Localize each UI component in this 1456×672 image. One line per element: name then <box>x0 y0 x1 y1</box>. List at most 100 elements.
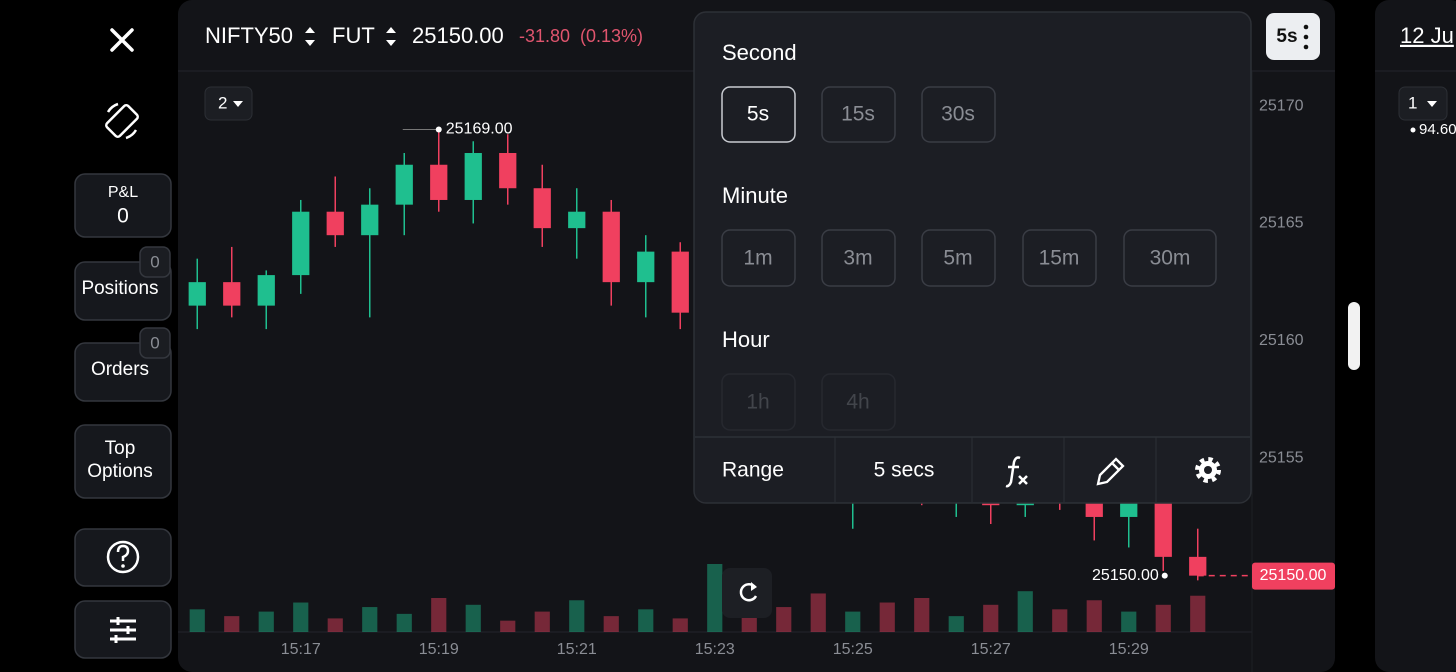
candle-body <box>533 188 551 229</box>
volume-bar <box>431 598 447 632</box>
option-label: 1h <box>746 391 769 414</box>
drawing-button[interactable] <box>1096 457 1125 486</box>
candle-body <box>395 164 413 205</box>
y-tick-label: 25170 <box>1259 97 1304 114</box>
volume-bar <box>845 611 861 632</box>
section-title: Minute <box>722 183 788 208</box>
close-button[interactable] <box>110 28 134 52</box>
volume-bar <box>224 616 240 632</box>
option-3m[interactable]: 3m <box>821 229 896 287</box>
candle-body <box>1085 500 1103 517</box>
volume-bar <box>465 604 481 632</box>
candle-body <box>568 211 586 229</box>
price-change: -31.80 <box>519 26 570 46</box>
indicators-button[interactable] <box>1005 456 1028 488</box>
option-label: 3m <box>843 247 872 270</box>
option-4h[interactable]: 4h <box>821 373 896 431</box>
option-5s[interactable]: 5s <box>721 86 796 143</box>
volume-bar <box>534 611 550 632</box>
volume-bar <box>948 616 964 632</box>
settings-button[interactable] <box>1195 457 1221 483</box>
interval-label: 5s <box>1276 26 1297 47</box>
volume-bar <box>1121 611 1137 632</box>
symbol: NIFTY50 <box>205 23 293 48</box>
candle-body <box>464 153 482 200</box>
volume-bar <box>879 602 895 632</box>
volume-bar <box>327 618 343 632</box>
orders-button[interactable]: Orders 0 <box>74 327 172 402</box>
volume-bar <box>1155 604 1171 632</box>
volume-bar <box>1017 591 1033 632</box>
scroll-handle[interactable] <box>1348 302 1360 370</box>
orders-label: Orders <box>91 359 149 380</box>
volume-bar <box>983 604 999 632</box>
range-value[interactable]: 5 secs <box>874 459 935 482</box>
option-label: 15m <box>1039 247 1080 270</box>
orders-count: 0 <box>150 333 159 352</box>
layout-selector[interactable]: 2 <box>204 86 253 121</box>
volume-bar <box>638 609 654 632</box>
x-tick-label: 15:29 <box>1109 641 1149 658</box>
pnl-label: P&L <box>108 184 138 201</box>
last-price: 25150.00 <box>412 23 504 48</box>
pnl-value: 0 <box>117 205 129 228</box>
option-label: 5m <box>943 247 972 270</box>
option-15s[interactable]: 15s <box>821 86 896 143</box>
candle-body <box>1189 556 1207 576</box>
top-options-label: Options <box>87 461 152 482</box>
volume-bar <box>362 607 378 632</box>
candle-body <box>223 282 241 306</box>
x-tick-label: 15:25 <box>833 641 873 658</box>
candle-body <box>499 153 517 189</box>
volume-bar <box>1086 600 1102 632</box>
candle-body <box>292 211 310 276</box>
volume-bar <box>396 613 412 632</box>
x-tick-label: 15:27 <box>971 641 1011 658</box>
volume-bar <box>776 607 792 632</box>
option-1h[interactable]: 1h <box>721 373 796 431</box>
volume-bar <box>914 598 930 632</box>
x-tick-label: 15:23 <box>695 641 735 658</box>
candle-body <box>671 251 689 313</box>
right-date: 12 Ju <box>1400 23 1454 48</box>
top-options-button[interactable]: Top Options <box>74 424 172 499</box>
range-label[interactable]: Range <box>722 459 784 482</box>
contract-selector[interactable]: FUT <box>332 23 396 48</box>
volume-bar <box>741 613 757 632</box>
x-tick-label: 15:17 <box>281 641 321 658</box>
right-marker: 94.60 <box>1419 121 1456 138</box>
volume-bar <box>293 602 309 632</box>
right-layout: 1 <box>1408 93 1417 112</box>
candle-body <box>326 211 344 236</box>
volume-bar <box>603 616 619 632</box>
y-tick-label: 25165 <box>1259 215 1304 232</box>
candle-body <box>361 204 379 236</box>
positions-count: 0 <box>150 252 159 271</box>
rotate-button[interactable] <box>105 102 139 140</box>
x-tick-label: 15:19 <box>419 641 459 658</box>
refresh-button[interactable] <box>722 568 772 618</box>
candle-body <box>1154 493 1172 557</box>
last-price-tag-label: 25150.00 <box>1260 567 1327 584</box>
help-button[interactable] <box>74 528 172 587</box>
candle-body <box>602 211 620 283</box>
volume-bar <box>500 620 516 632</box>
positions-button[interactable]: Positions 0 <box>74 246 172 321</box>
option-30s[interactable]: 30s <box>921 86 996 143</box>
option-30m[interactable]: 30m <box>1123 229 1217 287</box>
option-1m[interactable]: 1m <box>721 229 796 287</box>
candle-body <box>257 275 275 306</box>
option-5m[interactable]: 5m <box>921 229 996 287</box>
candle-body <box>637 251 655 283</box>
option-15m[interactable]: 15m <box>1022 229 1097 287</box>
symbol-selector[interactable]: NIFTY50 <box>205 23 315 48</box>
filters-button[interactable] <box>74 600 172 659</box>
volume-bar <box>707 564 723 632</box>
last-price-label: 25150.00 <box>1092 567 1159 584</box>
volume-bar <box>189 609 205 632</box>
y-tick-label: 25155 <box>1259 449 1304 466</box>
candle-body <box>188 282 206 306</box>
interval-button[interactable]: 5s <box>1266 13 1320 60</box>
volume-bar <box>1052 609 1068 632</box>
